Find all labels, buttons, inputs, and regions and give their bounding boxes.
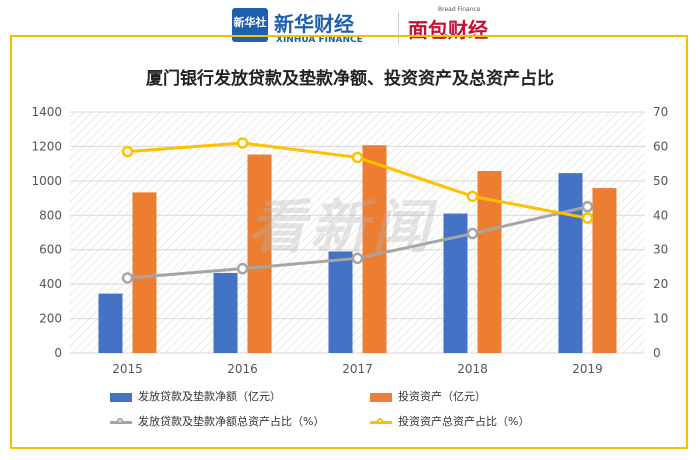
xinhua-brand: 新华财经 [274, 12, 354, 36]
line-1-point-2017 [351, 252, 364, 265]
y-left-tick-label: 600 [39, 243, 62, 257]
legend-label: 投资资产（亿元） [398, 390, 486, 403]
legend-label: 投资资产总资产占比（%） [398, 415, 530, 428]
x-tick-label: 2016 [227, 362, 258, 376]
line-2-point-2019 [581, 212, 594, 224]
bar-1-2015 [98, 293, 123, 353]
bar-1-2019 [558, 173, 583, 353]
y-left-tick-label: 800 [39, 208, 62, 222]
header: 新华社 新华财经 XINHUA FINANCE Bread Finance 面包… [0, 0, 700, 56]
legend-item-4: 投资资产总资产占比（%） [370, 413, 529, 429]
y-right-tick-label: 30 [653, 243, 668, 257]
bar-2-2016 [247, 154, 272, 353]
y-left-tick-label: 400 [39, 277, 62, 291]
x-tick-label: 2017 [342, 362, 373, 376]
x-tick-label: 2015 [112, 362, 143, 376]
watermark: 看新闻 [248, 193, 435, 261]
y-right-tick-label: 0 [653, 346, 661, 360]
bar-1-2017 [328, 251, 353, 353]
line-1-point-2016 [236, 262, 249, 275]
legend-swatch [110, 392, 132, 402]
line-2-point-2017 [351, 151, 364, 164]
x-tick-label: 2018 [457, 362, 488, 376]
line-1-point-2018 [466, 227, 479, 240]
line-2-point-2016 [236, 137, 249, 149]
legend-item-2: 投资资产（亿元） [370, 388, 486, 404]
xinhua-logo-text: 新华社 [233, 16, 267, 29]
y-left-tick-label: 1400 [31, 105, 62, 119]
legend-line-marker [110, 417, 132, 424]
y-left-tick-label: 1000 [31, 174, 62, 188]
line-1-point-2019 [581, 200, 594, 213]
chart-frame [10, 35, 688, 449]
bar-2-2015 [132, 192, 157, 353]
y-left-tick-label: 1200 [31, 139, 62, 153]
line-2-point-2015 [121, 145, 134, 158]
mianbao-brand: 面包财经 [408, 18, 488, 42]
y-right-tick-label: 50 [653, 174, 668, 188]
bar-2-2019 [592, 188, 617, 353]
bar-1-2016 [213, 272, 238, 353]
legend-swatch [370, 392, 392, 402]
legend-item-3: 发放贷款及垫款净额总资产占比（%） [110, 413, 324, 429]
x-tick-label: 2019 [572, 362, 603, 376]
y-left-tick-label: 200 [39, 312, 62, 326]
y-right-tick-label: 20 [653, 277, 668, 291]
line-2-point-2018 [466, 190, 479, 203]
bar-2-2017 [362, 145, 387, 353]
y-right-tick-label: 10 [653, 312, 668, 326]
legend-line-marker [370, 417, 392, 424]
y-right-tick-label: 70 [653, 105, 668, 119]
y-right-tick-label: 60 [653, 139, 668, 153]
header-divider [398, 12, 399, 44]
line-1-point-2015 [121, 272, 134, 284]
chart-title: 厦门银行发放贷款及垫款净额、投资资产及总资产占比 [146, 69, 554, 89]
mianbao-sub: Bread Finance [438, 6, 481, 13]
legend-label: 发放贷款及垫款净额总资产占比（%） [138, 415, 325, 428]
y-left-tick-label: 0 [54, 346, 62, 360]
legend-item-1: 发放贷款及垫款净额（亿元） [110, 388, 281, 404]
y-right-tick-label: 40 [653, 208, 668, 222]
legend-label: 发放贷款及垫款净额（亿元） [138, 390, 281, 403]
xinhua-sub: XINHUA FINANCE [276, 35, 363, 45]
